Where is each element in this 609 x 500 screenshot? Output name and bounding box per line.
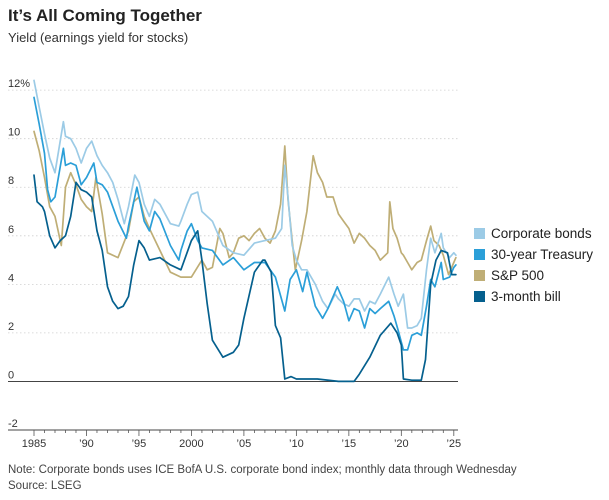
x-tick-label: 2000 [179, 438, 203, 450]
series-line-3-month-bill [33, 174, 457, 383]
y-tick-label: 12% [8, 78, 30, 90]
series-line-corporate-bonds [33, 79, 457, 329]
legend-label: 30-year Treasury [491, 247, 594, 262]
source-text: Source: LSEG [8, 480, 82, 492]
chart-title: It’s All Coming Together [8, 6, 202, 25]
legend-swatch [474, 291, 485, 302]
legend-item-corporate-bonds: Corporate bonds [474, 223, 593, 244]
legend-item-sp-500: S&P 500 [474, 265, 593, 286]
x-tick-label: 1985 [22, 438, 46, 450]
series-lines [33, 79, 457, 383]
x-tick-label: ’90 [79, 438, 94, 450]
series-line-30-year-treasury [33, 96, 457, 351]
y-tick-label: 6 [8, 224, 14, 236]
legend: Corporate bonds 30-year Treasury S&P 500… [474, 223, 593, 307]
y-tick-label: 4 [8, 272, 14, 284]
note-text: Note: Corporate bonds uses ICE BofA U.S.… [8, 464, 517, 476]
chart-subtitle: Yield (earnings yield for stocks) [8, 30, 189, 45]
legend-item-30-year-treasury: 30-year Treasury [474, 244, 593, 265]
footnote: Note: Corporate bonds uses ICE BofA U.S.… [8, 462, 517, 494]
legend-label: Corporate bonds [491, 226, 592, 241]
x-tick-label: ’95 [132, 438, 147, 450]
x-tick-label: ’15 [342, 438, 357, 450]
y-axis-tick-labels: 12% 10 8 6 4 2 0 -2 [8, 78, 30, 430]
legend-swatch [474, 270, 485, 281]
legend-swatch [474, 228, 485, 239]
x-axis: 1985 ’90 ’95 2000 ’05 ’10 ’15 ’20 ’25 [8, 429, 461, 450]
y-tick-label: -2 [8, 418, 18, 430]
line-chart: 12% 10 8 6 4 2 0 -2 1985 ’90 ’95 2000 ’05 ’10 ’15 ’20 ’… [8, 78, 461, 450]
y-tick-label: 2 [8, 321, 14, 333]
legend-label: 3-month bill [491, 289, 561, 304]
x-tick-label: ’05 [237, 438, 252, 450]
x-tick-label: ’20 [394, 438, 409, 450]
x-tick-label: ’25 [446, 438, 461, 450]
legend-label: S&P 500 [491, 268, 545, 283]
y-tick-label: 8 [8, 175, 14, 187]
legend-swatch [474, 249, 485, 260]
grid-lines [8, 89, 458, 431]
series-line-s-p-500 [33, 130, 457, 278]
x-tick-label: ’10 [289, 438, 304, 450]
legend-item-3-month-bill: 3-month bill [474, 286, 593, 307]
y-tick-label: 10 [8, 127, 20, 139]
y-tick-label: 0 [8, 369, 14, 381]
